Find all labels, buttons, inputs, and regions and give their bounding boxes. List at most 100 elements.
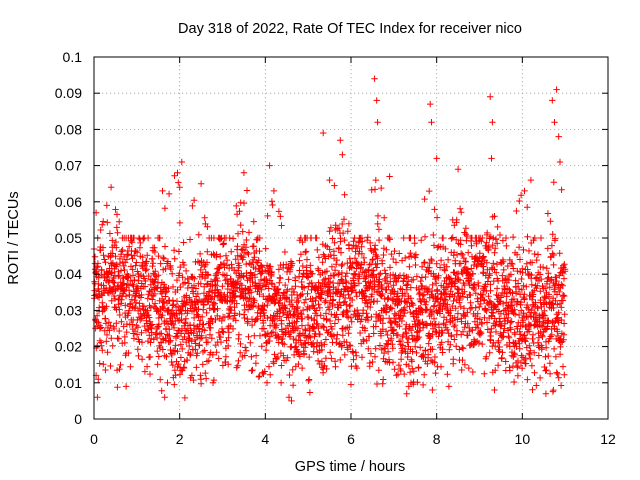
data-point bbox=[369, 358, 376, 366]
data-point bbox=[331, 239, 338, 246]
data-point bbox=[93, 264, 101, 271]
data-point bbox=[392, 259, 400, 266]
data-point bbox=[166, 326, 173, 333]
data-point bbox=[476, 303, 483, 311]
data-point bbox=[91, 253, 99, 260]
data-point bbox=[527, 176, 535, 184]
data-point bbox=[330, 252, 338, 259]
data-point bbox=[151, 290, 159, 298]
data-point bbox=[428, 257, 435, 265]
data-point bbox=[371, 186, 379, 193]
data-point bbox=[479, 291, 486, 299]
data-point bbox=[448, 235, 455, 242]
data-point bbox=[113, 320, 120, 327]
data-point bbox=[306, 353, 313, 361]
data-point bbox=[496, 298, 503, 305]
data-point bbox=[464, 309, 471, 316]
data-point bbox=[387, 304, 394, 311]
data-point bbox=[512, 290, 520, 297]
data-point bbox=[554, 301, 561, 308]
data-point bbox=[383, 308, 390, 315]
data-point bbox=[322, 255, 329, 262]
data-point bbox=[193, 364, 200, 371]
data-point bbox=[277, 379, 285, 386]
data-point bbox=[112, 238, 120, 246]
grid bbox=[94, 57, 608, 419]
data-point bbox=[405, 362, 413, 370]
data-point bbox=[498, 354, 506, 362]
data-point bbox=[528, 271, 535, 279]
data-point bbox=[402, 254, 409, 262]
data-point bbox=[455, 286, 463, 294]
data-point bbox=[554, 328, 561, 335]
y-tick-label: 0.07 bbox=[55, 158, 82, 174]
data-point bbox=[418, 263, 426, 270]
data-point bbox=[536, 374, 544, 382]
data-point bbox=[368, 291, 376, 298]
data-point bbox=[254, 309, 261, 316]
data-point bbox=[384, 331, 391, 339]
data-point bbox=[462, 225, 470, 232]
data-point bbox=[115, 335, 122, 342]
data-point bbox=[356, 329, 364, 337]
data-point bbox=[140, 303, 148, 310]
data-point bbox=[159, 187, 166, 195]
data-point bbox=[306, 304, 313, 312]
data-point bbox=[126, 243, 133, 250]
data-point bbox=[427, 100, 434, 108]
data-point bbox=[515, 244, 523, 251]
data-point bbox=[542, 390, 550, 397]
data-point bbox=[316, 331, 324, 338]
data-point bbox=[442, 291, 450, 298]
data-point bbox=[335, 271, 342, 278]
data-point bbox=[201, 347, 208, 354]
data-point bbox=[118, 318, 125, 325]
data-point bbox=[427, 357, 435, 364]
data-point bbox=[157, 260, 164, 267]
data-point bbox=[397, 337, 405, 345]
data-point bbox=[134, 346, 141, 353]
data-point bbox=[293, 305, 301, 312]
data-point bbox=[270, 360, 277, 367]
data-point bbox=[156, 344, 164, 352]
data-point bbox=[304, 321, 312, 329]
data-point bbox=[346, 303, 353, 310]
data-point bbox=[109, 342, 116, 349]
data-point bbox=[281, 248, 289, 256]
data-point bbox=[416, 289, 424, 297]
data-point bbox=[467, 305, 474, 312]
data-point bbox=[374, 255, 381, 262]
data-point bbox=[249, 366, 256, 374]
data-point bbox=[533, 256, 540, 264]
data-point bbox=[497, 292, 505, 300]
data-point bbox=[468, 265, 475, 272]
data-point bbox=[161, 284, 168, 291]
data-point bbox=[451, 336, 458, 343]
data-point bbox=[561, 371, 568, 378]
data-point bbox=[201, 214, 208, 221]
data-point bbox=[511, 351, 518, 358]
data-point bbox=[525, 305, 532, 313]
data-point bbox=[417, 344, 424, 351]
data-point bbox=[337, 238, 344, 245]
data-point bbox=[166, 332, 173, 340]
data-point bbox=[478, 258, 485, 265]
data-point bbox=[331, 182, 338, 189]
data-point bbox=[508, 318, 515, 325]
data-point bbox=[404, 339, 411, 346]
data-point bbox=[441, 267, 449, 274]
data-point bbox=[299, 306, 307, 314]
data-point bbox=[435, 324, 443, 331]
data-point bbox=[276, 313, 283, 320]
data-point bbox=[299, 283, 306, 291]
data-point bbox=[525, 247, 533, 255]
data-point bbox=[262, 245, 269, 252]
data-point bbox=[267, 263, 274, 270]
data-point bbox=[534, 305, 541, 312]
data-point bbox=[313, 234, 320, 242]
data-point bbox=[411, 318, 418, 325]
data-point bbox=[421, 233, 429, 240]
data-point bbox=[133, 287, 141, 294]
data-point bbox=[490, 234, 497, 242]
data-point bbox=[185, 280, 193, 287]
